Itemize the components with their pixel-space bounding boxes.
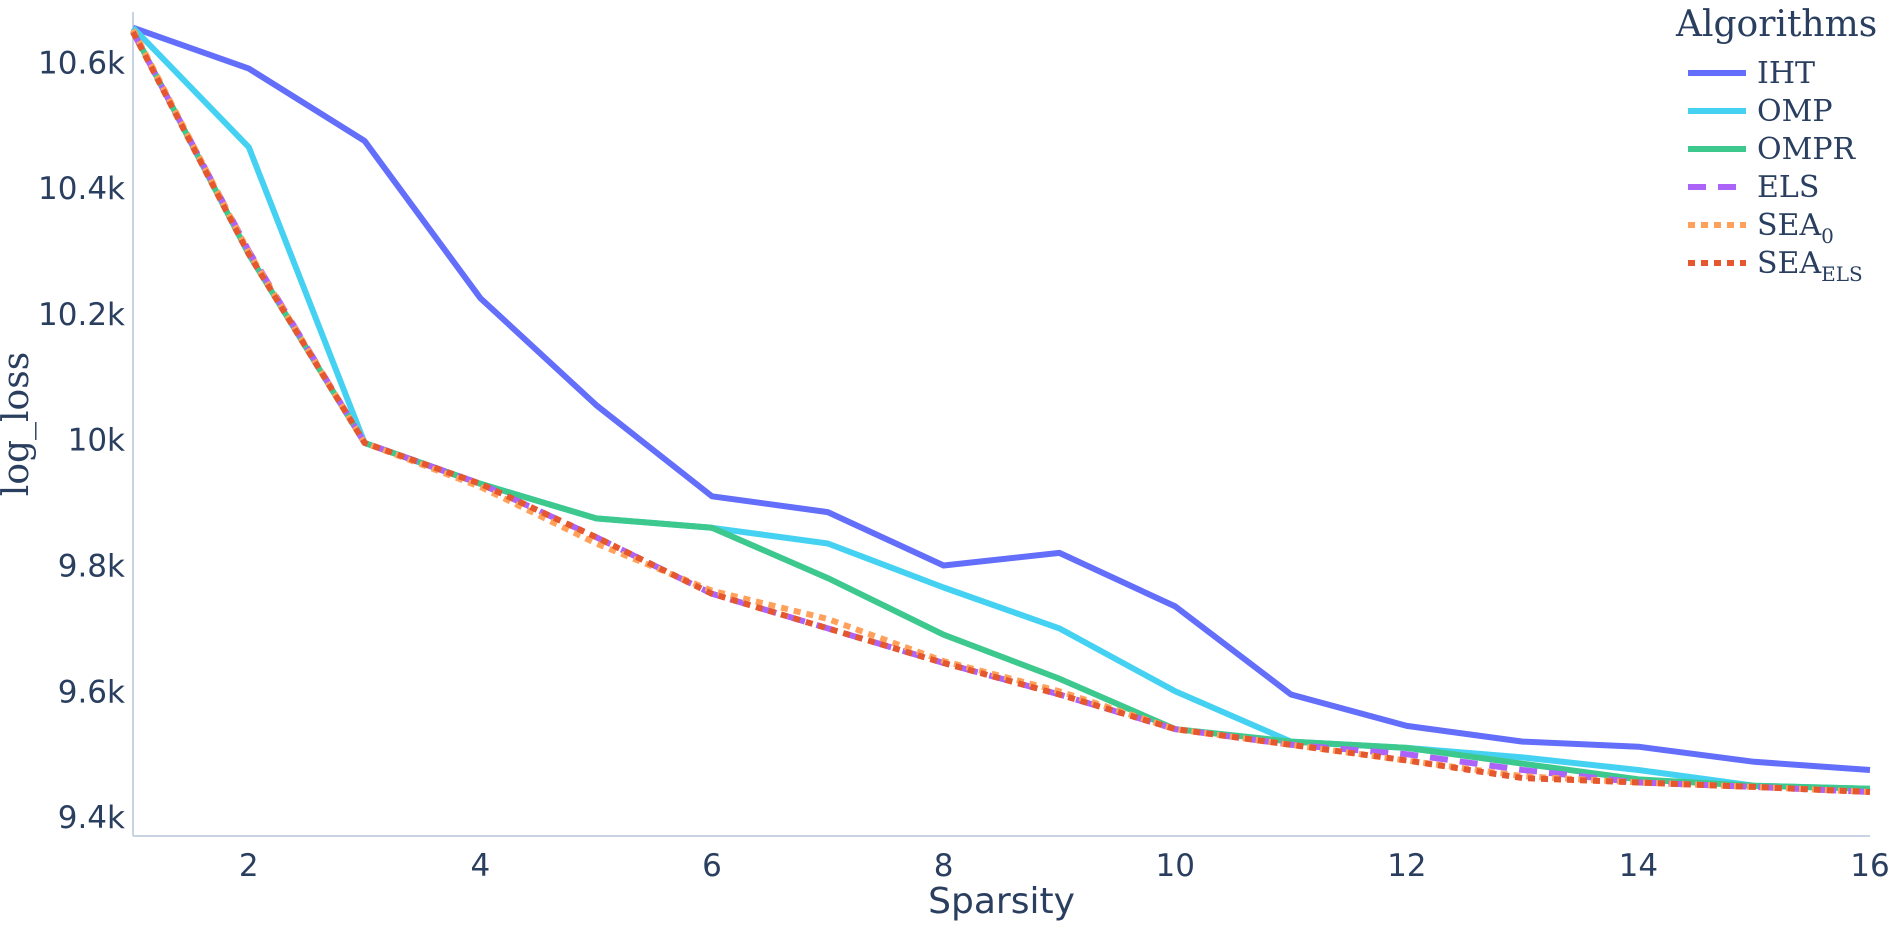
y-tick-label: 9.6k [58, 674, 125, 710]
axes [132, 12, 1870, 837]
series-line-ompr [130, 29, 1871, 792]
legend-label: IHT [1757, 56, 1815, 91]
y-axis-title: log_loss [0, 352, 37, 496]
x-tick-label: 16 [1850, 848, 1889, 884]
legend-label: OMP [1757, 94, 1833, 129]
x-tick-labels: 2 4 6 8 10 12 14 16 [239, 848, 1890, 884]
x-tick-label: 6 [702, 848, 722, 884]
legend-label-subscript: ELS [1821, 262, 1863, 286]
series-lines [130, 24, 1871, 795]
legend-label-subscript: 0 [1821, 224, 1834, 248]
legend-label-name: OMP [1757, 94, 1833, 129]
y-tick-label: 10.6k [38, 45, 125, 81]
series-line-sea-els [130, 30, 1871, 795]
legend-label: SEA0 [1757, 208, 1834, 248]
y-tick-label: 10.4k [38, 171, 125, 207]
y-tick-label: 10.2k [38, 297, 125, 333]
x-tick-label: 8 [934, 848, 954, 884]
x-tick-label: 4 [471, 848, 491, 884]
series-line-omp [130, 25, 1871, 792]
y-tick-label: 9.4k [58, 800, 125, 836]
legend-title: Algorithms [1675, 4, 1877, 45]
legend-label-name: ELS [1757, 170, 1819, 205]
legend-label: OMPR [1757, 132, 1856, 167]
legend-label-name: SEA [1757, 208, 1821, 243]
series-line-els [130, 30, 1871, 795]
y-tick-labels: 9.4k 9.6k 9.8k 10k 10.2k 10.4k 10.6k [38, 45, 125, 836]
y-tick-label: 10k [68, 423, 125, 459]
x-tick-label: 14 [1619, 848, 1658, 884]
y-tick-label: 9.8k [58, 549, 125, 585]
x-tick-label: 10 [1155, 848, 1194, 884]
x-tick-label: 2 [239, 848, 259, 884]
x-axis-title: Sparsity [928, 881, 1075, 922]
legend-label-name: SEA [1757, 246, 1821, 281]
series-line-iht [132, 24, 1871, 773]
legend-label-name: OMPR [1757, 132, 1856, 167]
legend-label-name: IHT [1757, 56, 1815, 91]
x-tick-label: 12 [1387, 848, 1426, 884]
legend-label: ELS [1757, 170, 1819, 205]
legend-label: SEAELS [1757, 246, 1863, 286]
